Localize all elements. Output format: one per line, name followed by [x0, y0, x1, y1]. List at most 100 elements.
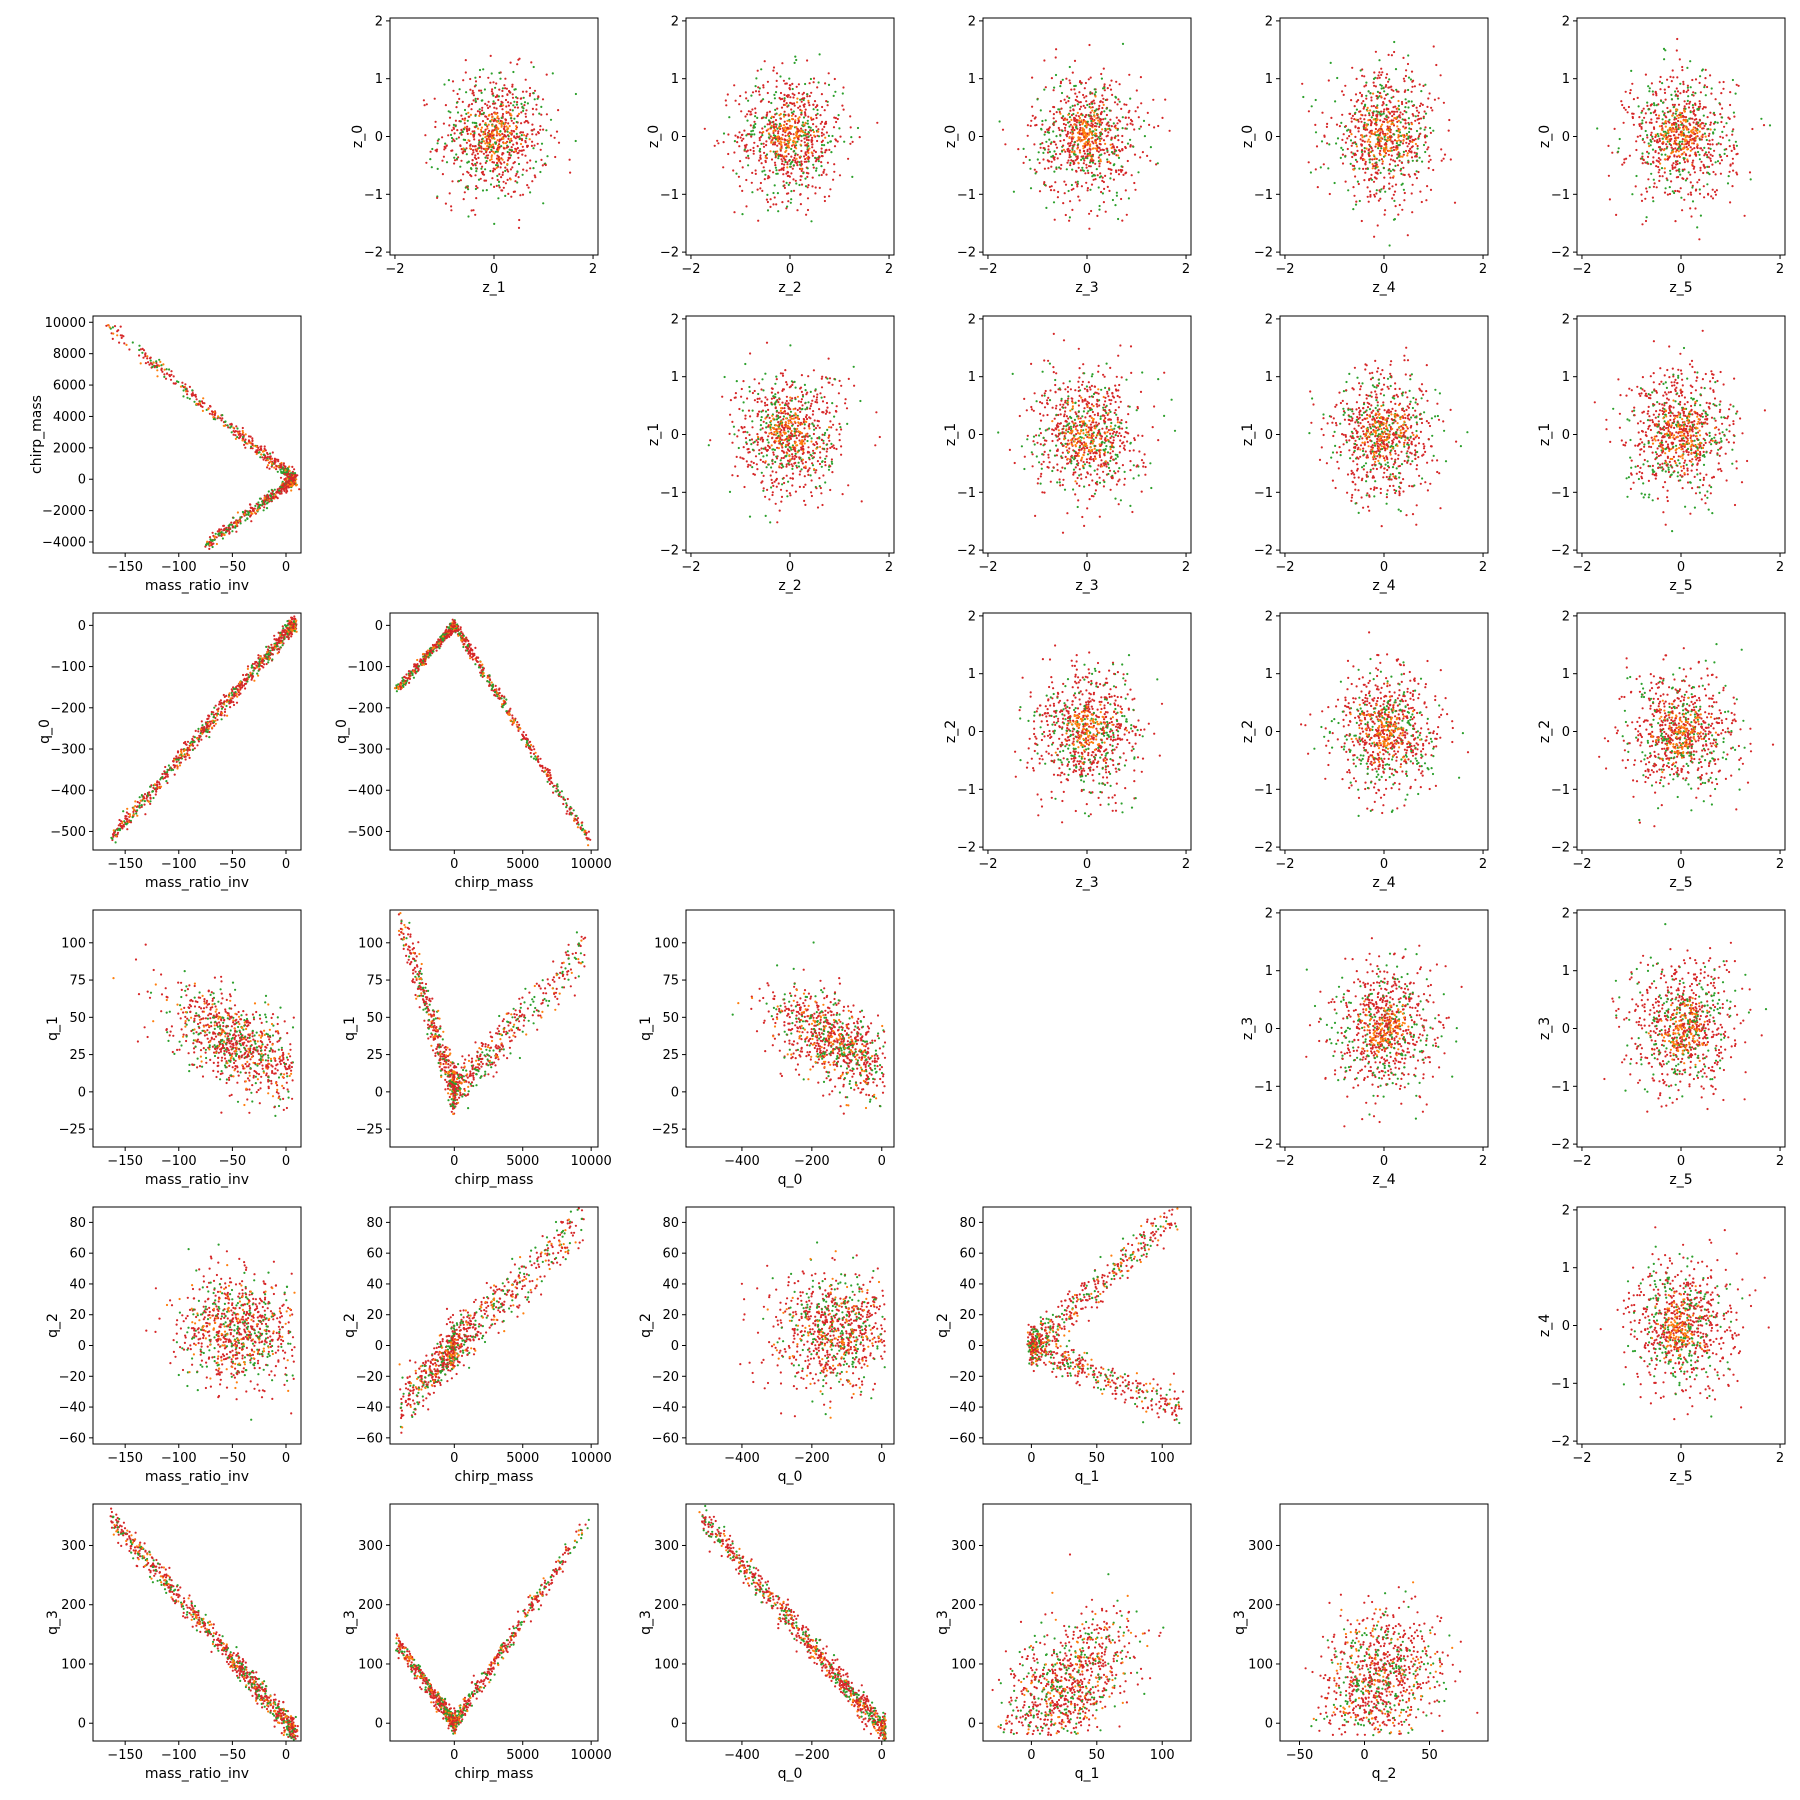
point-red — [221, 417, 223, 419]
point-green — [1700, 215, 1702, 217]
point-red — [1053, 106, 1055, 108]
point-green — [474, 115, 476, 117]
point-red — [822, 172, 824, 174]
point-orange — [769, 150, 771, 152]
point-red — [1064, 151, 1066, 153]
point-red — [1645, 121, 1647, 123]
point-green — [1377, 147, 1379, 149]
point-red — [447, 134, 449, 136]
point-red — [1672, 76, 1674, 78]
point-red — [808, 104, 810, 106]
point-green — [1650, 173, 1652, 175]
point-orange — [1071, 151, 1073, 153]
point-red — [1652, 138, 1654, 140]
point-red — [1392, 90, 1394, 92]
point-red — [772, 143, 774, 145]
point-red — [766, 112, 768, 114]
point-red — [441, 160, 443, 162]
point-green — [1393, 133, 1395, 135]
point-green — [759, 148, 761, 150]
point-orange — [792, 140, 794, 142]
point-orange — [1380, 95, 1382, 97]
point-red — [821, 132, 823, 134]
point-red — [1376, 172, 1378, 174]
point-green — [808, 160, 810, 162]
point-green — [534, 98, 536, 100]
point-red — [1391, 115, 1393, 117]
point-green — [1075, 126, 1077, 128]
point-red — [457, 93, 459, 95]
point-green — [484, 168, 486, 170]
point-red — [769, 111, 771, 113]
point-red — [1412, 115, 1414, 117]
point-red — [192, 392, 194, 394]
point-red — [466, 130, 468, 132]
point-red — [1107, 186, 1109, 188]
point-orange — [1670, 152, 1672, 154]
point-red — [534, 90, 536, 92]
point-red — [1137, 106, 1139, 108]
point-red — [1425, 141, 1427, 143]
point-red — [1067, 131, 1069, 133]
point-red — [733, 211, 735, 213]
point-red — [1666, 107, 1668, 109]
point-red — [1690, 134, 1692, 136]
point-red — [502, 113, 504, 115]
point-red — [186, 393, 188, 395]
point-green — [790, 190, 792, 192]
point-red — [1127, 160, 1129, 162]
point-red — [759, 139, 761, 141]
point-red — [507, 159, 509, 161]
point-green — [1662, 138, 1664, 140]
point-orange — [1663, 136, 1665, 138]
point-red — [1326, 142, 1328, 144]
point-green — [815, 170, 817, 172]
point-red — [451, 129, 453, 131]
point-orange — [504, 123, 506, 125]
point-green — [1688, 118, 1690, 120]
point-red — [1714, 114, 1716, 116]
point-red — [1390, 129, 1392, 131]
point-red — [1092, 106, 1094, 108]
point-green — [1728, 175, 1730, 177]
point-green — [1669, 170, 1671, 172]
point-red — [1354, 105, 1356, 107]
point-red — [774, 162, 776, 164]
point-red — [122, 335, 124, 337]
point-red — [1076, 100, 1078, 102]
point-red — [1420, 103, 1422, 105]
point-green — [1394, 218, 1396, 220]
point-green — [259, 498, 261, 500]
point-orange — [1063, 149, 1065, 151]
point-red — [1659, 159, 1661, 161]
point-green — [215, 533, 217, 535]
point-green — [828, 135, 830, 137]
point-green — [515, 96, 517, 98]
point-red — [489, 105, 491, 107]
point-red — [525, 79, 527, 81]
point-red — [799, 179, 801, 181]
point-red — [1375, 177, 1377, 179]
point-red — [1694, 133, 1696, 135]
point-red — [1692, 91, 1694, 93]
point-red — [1090, 112, 1092, 114]
point-green — [1650, 141, 1652, 143]
point-green — [1069, 106, 1071, 108]
point-green — [522, 110, 524, 112]
point-red — [233, 434, 235, 436]
point-red — [1430, 107, 1432, 109]
point-green — [1358, 168, 1360, 170]
point-red — [235, 531, 237, 533]
point-green — [1690, 86, 1692, 88]
point-red — [1087, 143, 1089, 145]
point-green — [1407, 136, 1409, 138]
point-orange — [506, 129, 508, 131]
point-green — [240, 522, 242, 524]
point-red — [1738, 85, 1740, 87]
point-orange — [1679, 127, 1681, 129]
point-red — [501, 133, 503, 135]
point-orange — [1699, 131, 1701, 133]
point-red — [1043, 59, 1045, 61]
point-red — [1678, 191, 1680, 193]
point-red — [779, 97, 781, 99]
